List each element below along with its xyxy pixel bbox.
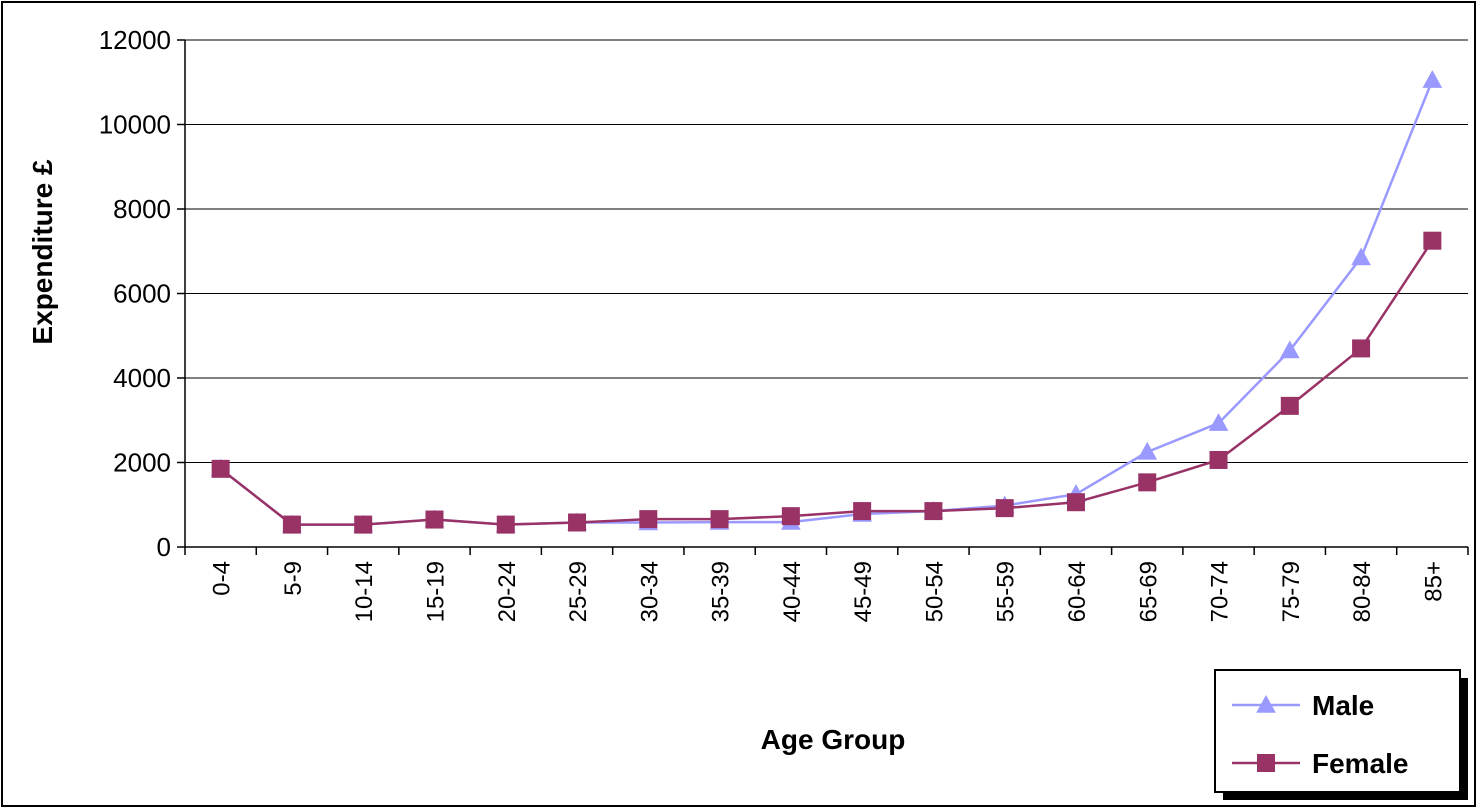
x-axis-title: Age Group <box>761 724 906 755</box>
data-point-female <box>1138 473 1157 492</box>
data-point-female <box>282 515 301 534</box>
series-lines <box>210 70 1443 534</box>
y-tick-label: 10000 <box>99 110 171 140</box>
series-line-female <box>219 239 1434 526</box>
data-point-female <box>639 510 658 529</box>
data-point-female <box>853 502 872 521</box>
legend-box <box>1214 669 1461 793</box>
x-tick-label: 55-59 <box>993 561 1020 622</box>
axes <box>177 39 1469 555</box>
data-point-female <box>211 459 230 478</box>
data-point-female <box>781 507 800 526</box>
x-tick-label: 15-19 <box>422 561 449 622</box>
y-tick-labels: 0 2000 4000 6000 8000 10000 12000 <box>99 25 171 562</box>
data-point-female <box>568 513 587 532</box>
data-point-female <box>924 502 943 521</box>
data-point-female <box>995 499 1014 518</box>
x-tick-label: 35-39 <box>708 561 735 622</box>
x-tick-labels: 0-4 5-9 10-14 15-19 20-24 25-29 30-34 35-39 40-4… <box>209 561 1448 622</box>
x-tick-label: 5-9 <box>280 561 307 596</box>
legend-items: Male Female <box>1232 690 1409 779</box>
data-point-male <box>1422 70 1443 88</box>
legend-marker-female <box>1257 754 1275 772</box>
x-tick-label: 50-54 <box>921 561 948 622</box>
data-point-female <box>1209 450 1228 469</box>
data-point-female <box>1066 493 1085 512</box>
data-point-male <box>1351 247 1371 266</box>
data-point-female <box>1423 231 1442 250</box>
x-tick-label: 20-24 <box>494 561 521 622</box>
data-point-female <box>354 515 373 534</box>
x-tick-label: 60-64 <box>1064 561 1091 622</box>
x-tick-label: 80-84 <box>1349 561 1376 622</box>
data-point-female <box>1280 396 1299 415</box>
y-tick-label: 0 <box>157 532 171 562</box>
y-tick-label: 4000 <box>113 363 171 393</box>
y-tick-label: 2000 <box>113 448 171 478</box>
data-point-female <box>1352 339 1371 358</box>
x-tick-label: 0-4 <box>209 561 236 596</box>
x-tick-label: 85+ <box>1420 561 1447 602</box>
legend-label-male: Male <box>1312 690 1374 721</box>
y-tick-label: 8000 <box>113 194 171 224</box>
y-tick-label: 6000 <box>113 279 171 309</box>
x-tick-label: 70-74 <box>1207 561 1234 622</box>
y-tick-label: 12000 <box>99 25 171 55</box>
data-point-male <box>1279 340 1300 359</box>
data-point-female <box>710 510 729 529</box>
data-point-female <box>496 515 515 534</box>
x-tick-label: 30-34 <box>636 561 663 622</box>
legend-label-female: Female <box>1312 748 1409 779</box>
legend: Male Female <box>1214 669 1468 800</box>
x-tick-label: 65-69 <box>1135 561 1162 622</box>
x-tick-label: 45-49 <box>850 561 877 622</box>
data-point-male <box>1137 441 1158 460</box>
data-point-female <box>425 510 444 529</box>
legend-marker-male <box>1256 694 1276 713</box>
x-tick-label: 75-79 <box>1278 561 1305 622</box>
x-tick-label: 10-14 <box>351 561 378 622</box>
y-axis-title: Expenditure £ <box>27 159 58 345</box>
x-tick-label: 40-44 <box>779 561 806 622</box>
gridlines <box>185 39 1468 463</box>
data-point-male <box>1208 413 1229 431</box>
x-tick-label: 25-29 <box>565 561 592 622</box>
